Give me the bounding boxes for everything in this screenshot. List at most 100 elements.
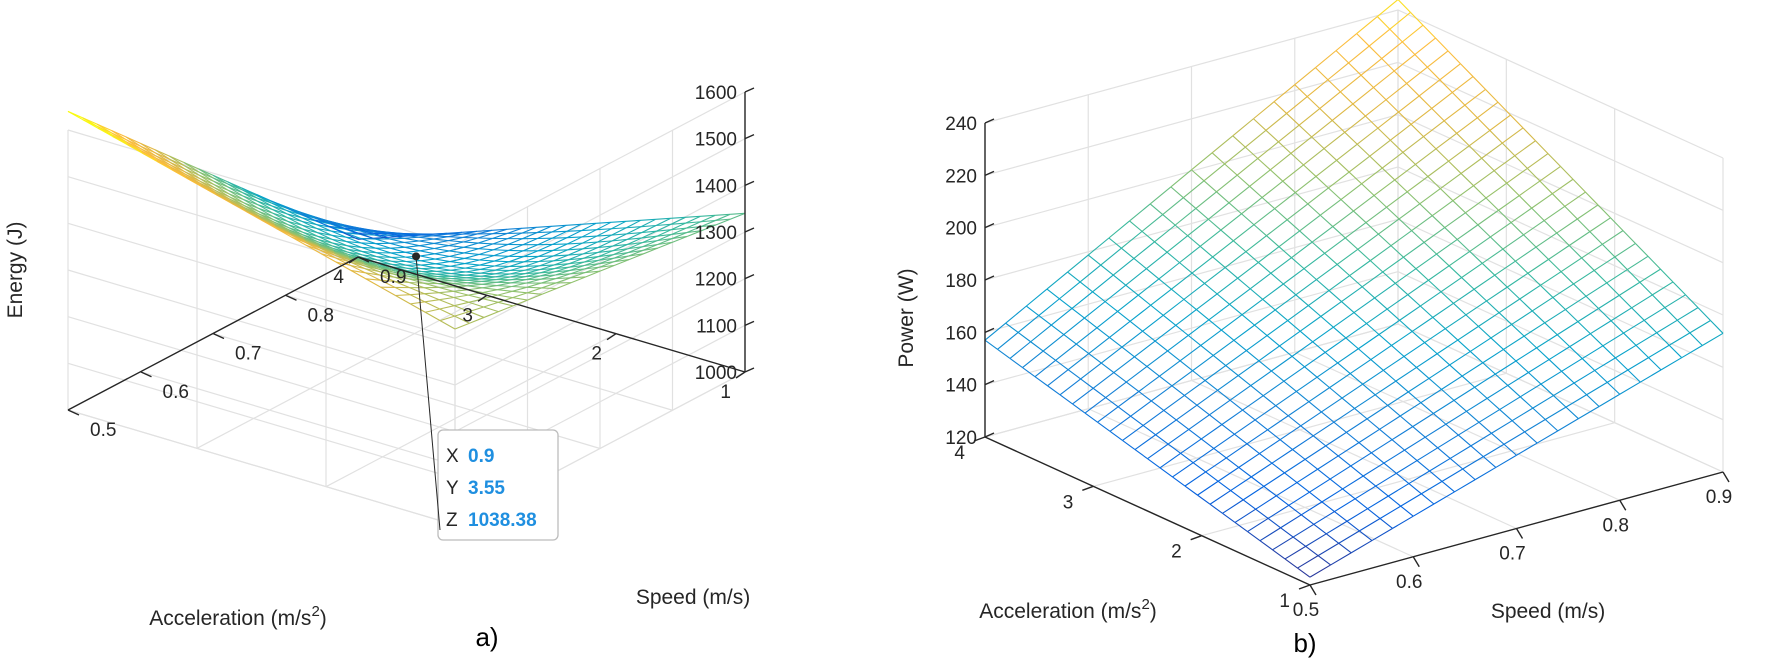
- mesh-line: [1338, 542, 1352, 554]
- power-surface-plot: 1201401601802002202400.50.60.70.80.91234…: [895, 0, 1732, 658]
- mesh-line: [555, 277, 571, 280]
- mesh-line: [1668, 344, 1683, 359]
- mesh-line: [343, 227, 359, 234]
- mesh-line: [554, 263, 570, 266]
- mesh-line: [1212, 339, 1235, 356]
- mesh-line: [507, 227, 522, 234]
- mesh-line: [1553, 382, 1575, 397]
- mesh-line: [1519, 298, 1533, 312]
- mesh-line: [541, 287, 557, 290]
- mesh-line: [1332, 226, 1346, 239]
- mesh-line: [378, 268, 394, 273]
- mesh-line: [1294, 84, 1308, 98]
- mesh-line: [170, 166, 186, 175]
- mesh-line: [318, 243, 334, 249]
- mesh-line: [614, 259, 630, 263]
- mesh-line: [1369, 260, 1384, 273]
- mesh-line: [494, 260, 510, 263]
- mesh-line: [1179, 344, 1202, 362]
- mesh-line: [1297, 555, 1319, 569]
- datatip-key: Y: [446, 478, 459, 499]
- mesh-line: [1610, 307, 1632, 322]
- mesh-line: [1346, 418, 1368, 433]
- mesh-line: [1482, 348, 1504, 364]
- mesh-line: [1610, 217, 1624, 231]
- mesh-line: [599, 264, 615, 272]
- mesh-line: [1615, 357, 1629, 371]
- mesh-line: [1598, 294, 1620, 309]
- mesh-line: [1299, 214, 1321, 232]
- mesh-line: [466, 275, 481, 279]
- y-tick-mark: [1190, 535, 1202, 541]
- x-floor-gridline: [67, 409, 456, 526]
- mesh-line: [112, 134, 128, 143]
- mesh-line: [1319, 91, 1341, 109]
- mesh-line: [1377, 0, 1399, 17]
- mesh-line: [493, 249, 509, 257]
- mesh-line: [1589, 217, 1611, 233]
- mesh-line: [493, 243, 509, 251]
- mesh-line: [1075, 343, 1090, 354]
- mesh-line: [454, 322, 470, 330]
- mesh-line: [1366, 418, 1380, 430]
- mesh-line: [1317, 555, 1331, 566]
- mesh-line: [1392, 515, 1414, 529]
- mesh-line: [1432, 302, 1454, 318]
- mesh-line: [1104, 284, 1127, 303]
- mesh-line: [1445, 410, 1467, 425]
- mesh-line: [365, 278, 381, 281]
- mesh-line: [358, 232, 374, 239]
- mesh-line: [82, 119, 98, 127]
- mesh-line: [611, 227, 627, 236]
- mesh-line: [1071, 291, 1093, 309]
- mesh-line: [1498, 209, 1512, 223]
- mesh-line: [1648, 357, 1662, 371]
- mesh-line: [1213, 447, 1227, 459]
- mesh-line: [1287, 401, 1310, 417]
- mesh-line: [407, 270, 422, 273]
- mesh-line: [1477, 224, 1491, 238]
- mesh-line: [1543, 205, 1566, 222]
- mesh-line: [1451, 92, 1466, 106]
- z-tick-label: 1300: [695, 223, 737, 244]
- mesh-line: [377, 259, 392, 262]
- mesh-line: [566, 223, 582, 232]
- mesh-line: [1590, 320, 1612, 335]
- mesh-line: [393, 273, 409, 277]
- mesh-line: [670, 222, 686, 225]
- mesh-line: [599, 264, 615, 268]
- mesh-line: [1192, 447, 1215, 464]
- mesh-line: [554, 266, 570, 273]
- mesh-line: [1321, 411, 1335, 423]
- mesh-line: [1540, 284, 1554, 298]
- mesh-line: [1367, 508, 1381, 519]
- mesh-line: [1246, 429, 1268, 445]
- mesh-line: [1602, 345, 1616, 359]
- mesh-line: [304, 239, 320, 247]
- mesh-line: [314, 219, 330, 227]
- y-floor-gridline: [984, 323, 1399, 438]
- mesh-line: [1381, 151, 1404, 169]
- mesh-line: [628, 249, 644, 254]
- mesh-line: [1287, 305, 1309, 322]
- mesh-line: [1254, 324, 1268, 336]
- mesh-line: [227, 183, 243, 191]
- mesh-line: [1635, 332, 1657, 346]
- mesh-line: [228, 190, 244, 197]
- mesh-line: [1166, 235, 1189, 253]
- mesh-line: [1105, 381, 1127, 398]
- mesh-line: [584, 259, 600, 267]
- mesh-line: [343, 232, 359, 240]
- mesh-line: [1117, 311, 1131, 322]
- mesh-line: [1399, 305, 1421, 321]
- mesh-line: [1581, 358, 1596, 371]
- mesh-line: [1358, 334, 1380, 350]
- mesh-line: [1540, 383, 1554, 396]
- mesh-line: [464, 252, 480, 256]
- mesh-line: [1042, 350, 1056, 361]
- mesh-line: [1344, 115, 1366, 133]
- mesh-line: [598, 254, 614, 261]
- mesh-line: [1522, 127, 1536, 142]
- mesh-line: [1552, 283, 1574, 298]
- mesh-line: [433, 240, 449, 244]
